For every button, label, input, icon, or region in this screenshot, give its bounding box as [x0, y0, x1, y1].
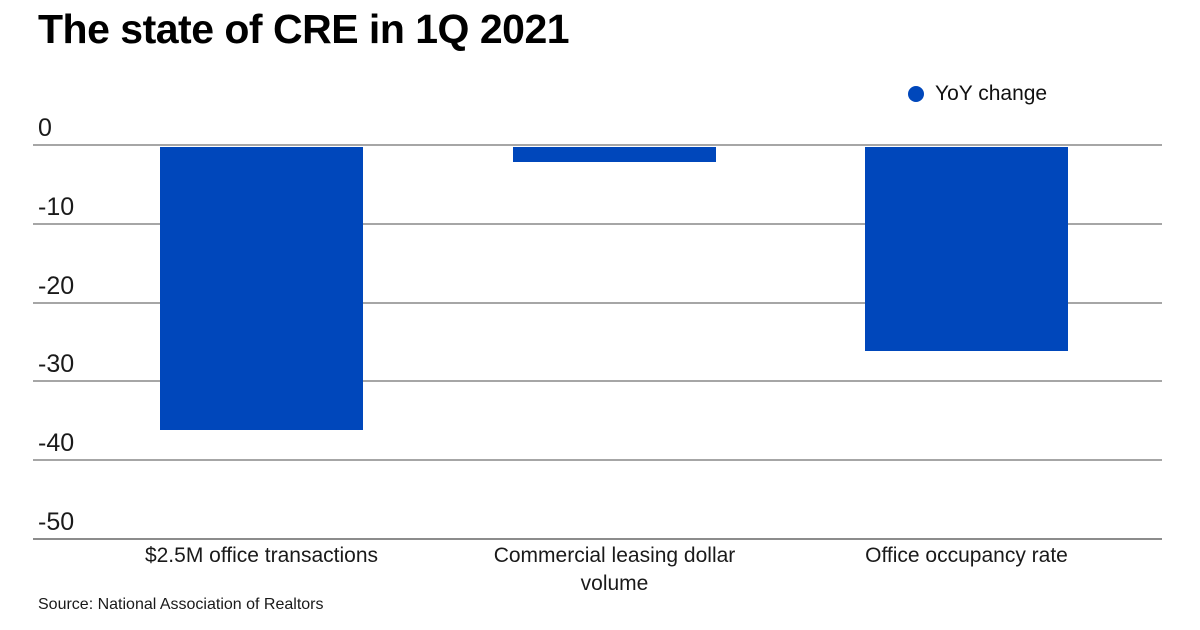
gridline — [33, 222, 1162, 225]
plot-area: 0 -10 -20 -30 -40 -50 $2.5M office transaction… — [33, 114, 1162, 595]
gridline — [33, 380, 1162, 383]
x-axis-line — [33, 538, 1162, 540]
gridline — [33, 459, 1162, 462]
legend: YoY change — [908, 82, 1047, 106]
bar — [160, 147, 363, 430]
y-tick-label: -50 — [38, 508, 75, 536]
bar — [865, 147, 1068, 351]
bar — [513, 147, 716, 162]
legend-dot-icon — [908, 86, 924, 102]
y-tick-label: -20 — [38, 271, 75, 300]
x-category-label: Commercial leasing dollar volume — [493, 544, 736, 595]
y-tick-label: -10 — [38, 192, 75, 221]
y-tick-label: 0 — [38, 114, 52, 142]
y-tick-label: -30 — [38, 350, 75, 379]
gridline — [33, 144, 1162, 146]
source-note: Source: National Association of Realtors — [38, 596, 324, 613]
y-tick-label: -40 — [38, 429, 75, 458]
legend-label: YoY change — [935, 82, 1048, 105]
chart-title: The state of CRE in 1Q 2021 — [38, 6, 570, 52]
x-category-label: Office occupancy rate — [865, 544, 1068, 567]
x-category-label: $2.5M office transactions — [144, 544, 379, 567]
gridline — [33, 301, 1162, 304]
